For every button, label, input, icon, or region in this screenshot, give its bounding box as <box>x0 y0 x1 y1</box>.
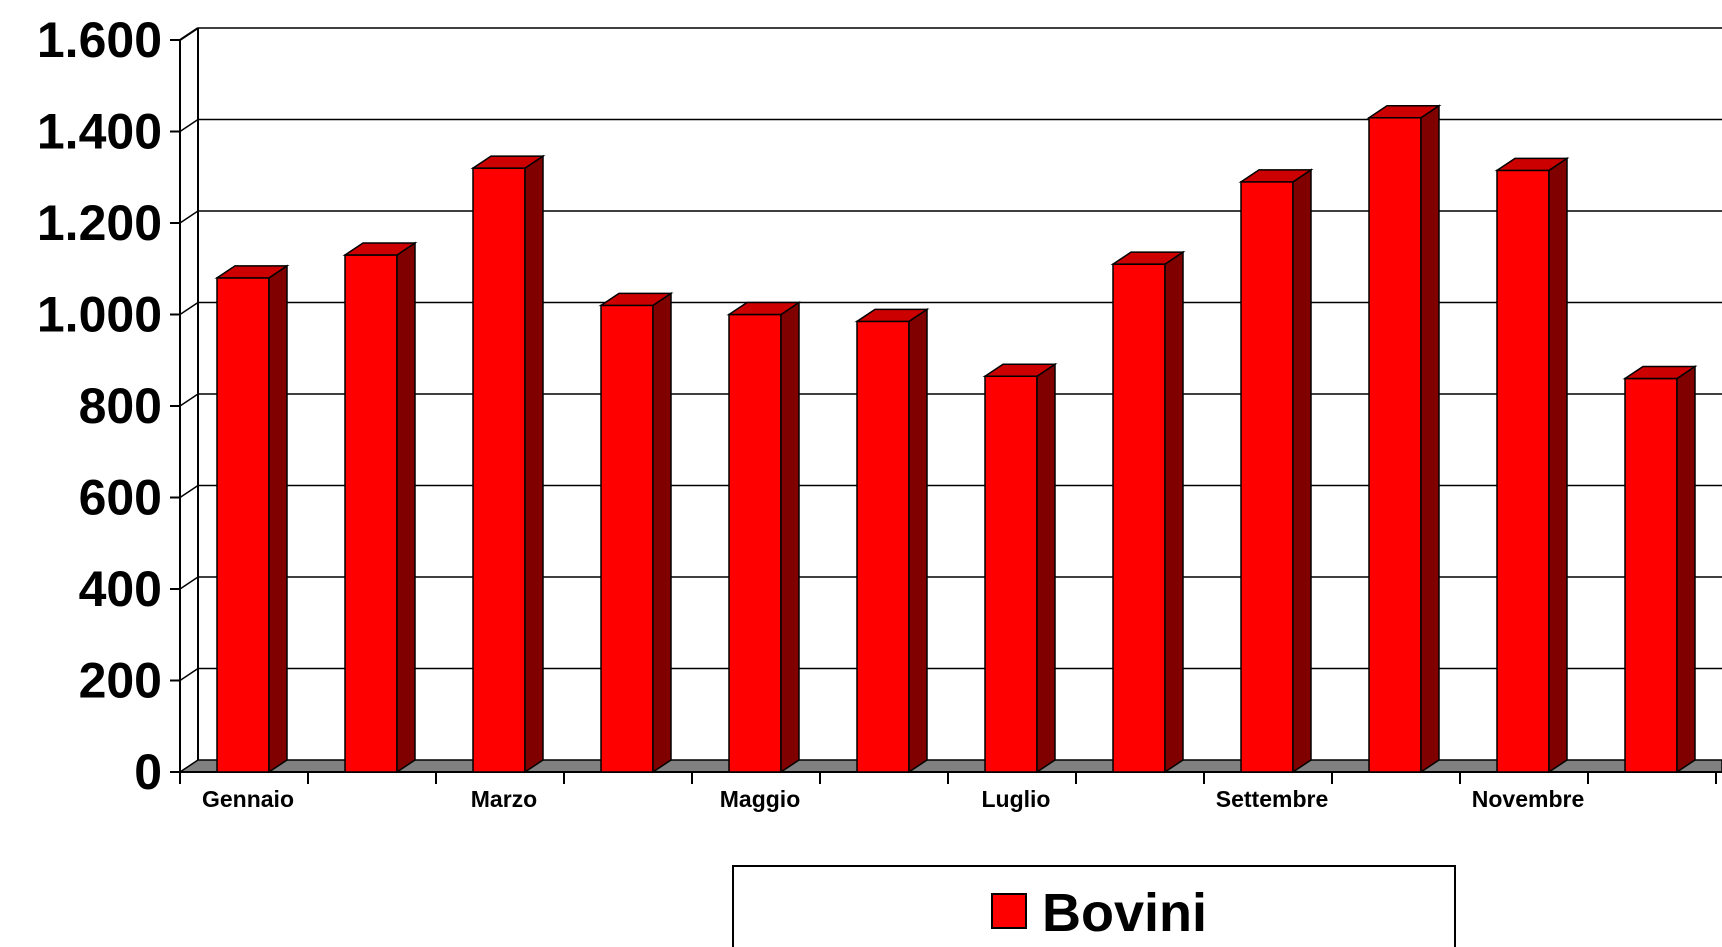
bar-front <box>472 167 526 773</box>
y-tick-label: 1.600 <box>37 12 162 68</box>
x-tick-label: Settembre <box>1216 786 1328 812</box>
x-axis-ticks: Gennaio Marzo Maggio Luglio Settembre Novembr… <box>179 772 1717 812</box>
x-tick-label: Luglio <box>982 786 1051 812</box>
bar-front <box>216 277 270 773</box>
bar <box>598 291 674 774</box>
x-tick-label: Gennaio <box>202 786 294 812</box>
bar-side <box>1292 168 1312 774</box>
bar-top <box>854 308 930 323</box>
y-tick-label: 800 <box>79 378 162 434</box>
bar-top <box>214 265 290 279</box>
bar-side <box>652 291 672 774</box>
bar-top <box>342 242 418 256</box>
bar-front <box>1368 117 1422 773</box>
bar <box>342 241 418 774</box>
bar <box>1622 365 1698 774</box>
bar-top <box>1238 169 1314 183</box>
bar-front <box>984 375 1038 773</box>
bar-front <box>1624 377 1678 773</box>
legend-swatch <box>991 893 1027 929</box>
bar-side <box>908 307 928 774</box>
bar-front <box>344 254 398 773</box>
bar <box>214 264 290 774</box>
bar-side <box>780 301 800 774</box>
gridline-side <box>179 118 199 133</box>
bar <box>1110 250 1186 774</box>
bar-front <box>1496 169 1550 773</box>
y-tick-label: 1.000 <box>37 287 162 343</box>
legend-label: Bovini <box>1042 883 1207 943</box>
gridline-side <box>179 484 199 499</box>
x-tick-label: Novembre <box>1472 786 1584 812</box>
bar-top <box>982 363 1058 378</box>
bar <box>1238 168 1314 774</box>
legend-box <box>732 865 1456 947</box>
bar <box>726 301 802 774</box>
bar <box>982 362 1058 774</box>
bar <box>470 154 546 774</box>
x-tick-label: Marzo <box>471 786 537 812</box>
y-tick-label: 400 <box>79 561 162 617</box>
bar-top <box>726 301 802 316</box>
bar-top <box>1494 157 1570 172</box>
legend: Bovini <box>732 865 1456 947</box>
y-tick-label: 200 <box>79 653 162 709</box>
bar-side <box>1548 156 1568 774</box>
bar-top <box>470 155 546 169</box>
bar-front <box>600 304 654 773</box>
bar-side <box>1164 250 1184 774</box>
bar-front <box>728 313 782 773</box>
bar-top <box>1622 365 1698 380</box>
x-tick-label: Maggio <box>720 786 801 812</box>
y-axis-top-edge <box>179 27 199 41</box>
gridline-side <box>179 301 199 316</box>
bar-top <box>598 292 674 307</box>
bar-top <box>1366 105 1442 119</box>
gridline-side <box>179 576 199 590</box>
bars <box>214 104 1698 774</box>
gridline-side <box>179 393 199 407</box>
bar <box>1494 156 1570 774</box>
gridline-side <box>179 667 199 682</box>
bar-front <box>1112 263 1166 773</box>
y-tick-label: 1.200 <box>37 195 162 251</box>
gridline-side <box>179 210 199 224</box>
bar-side <box>524 154 544 774</box>
bar-front <box>1240 181 1294 773</box>
bar-side <box>268 264 288 774</box>
y-tick-label: 0 <box>134 744 162 800</box>
bar-side <box>396 241 416 774</box>
bar <box>1366 104 1442 774</box>
bar-top <box>1110 251 1186 265</box>
bar-side <box>1676 365 1696 774</box>
bar-side <box>1036 362 1056 774</box>
bar-front <box>856 320 910 773</box>
bar <box>854 307 930 774</box>
y-tick-label: 600 <box>79 470 162 526</box>
y-axis-ticks: 0 200 400 600 800 1.000 1.200 1.400 1.600 <box>37 12 180 800</box>
gridlines <box>179 27 1722 682</box>
bar-side <box>1420 104 1440 774</box>
y-tick-label: 1.400 <box>37 104 162 160</box>
